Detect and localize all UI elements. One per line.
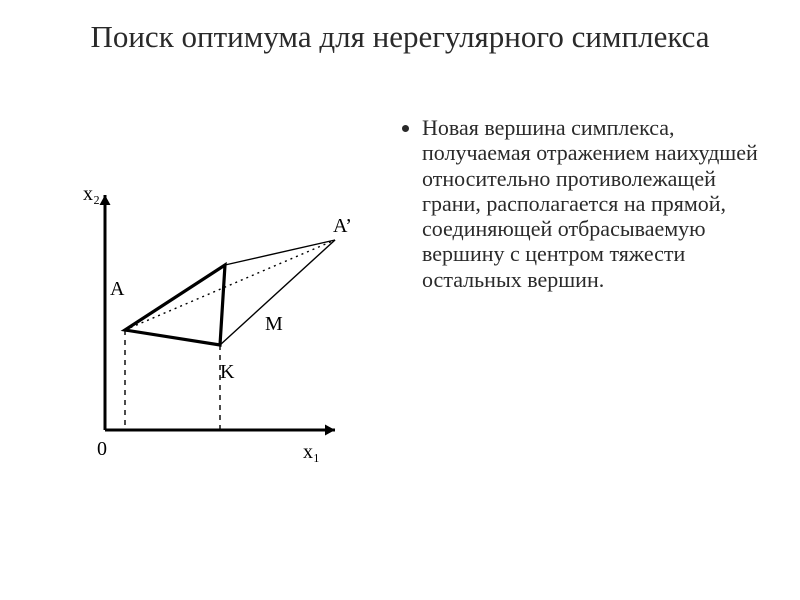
svg-text:x₁: x₁	[303, 441, 320, 463]
svg-text:M: M	[265, 313, 283, 335]
slide-body: Новая вершина симплекса, получаемая отра…	[400, 115, 770, 292]
svg-text:A: A	[110, 278, 125, 300]
slide: Поиск оптимума для нерегулярного симплек…	[0, 0, 800, 600]
bullet-list: Новая вершина симплекса, получаемая отра…	[400, 115, 770, 292]
svg-text:K: K	[220, 361, 235, 383]
svg-text:A’: A’	[333, 215, 352, 237]
svg-text:x₂: x₂	[83, 183, 100, 205]
simplex-svg: x₁ x₂ 0 A A’ M K	[45, 170, 385, 500]
slide-title: Поиск оптимума для нерегулярного симплек…	[0, 18, 800, 57]
svg-text:0: 0	[97, 438, 107, 460]
bullet-item: Новая вершина симплекса, получаемая отра…	[422, 115, 770, 292]
simplex-diagram: x₁ x₂ 0 A A’ M K	[45, 170, 385, 500]
